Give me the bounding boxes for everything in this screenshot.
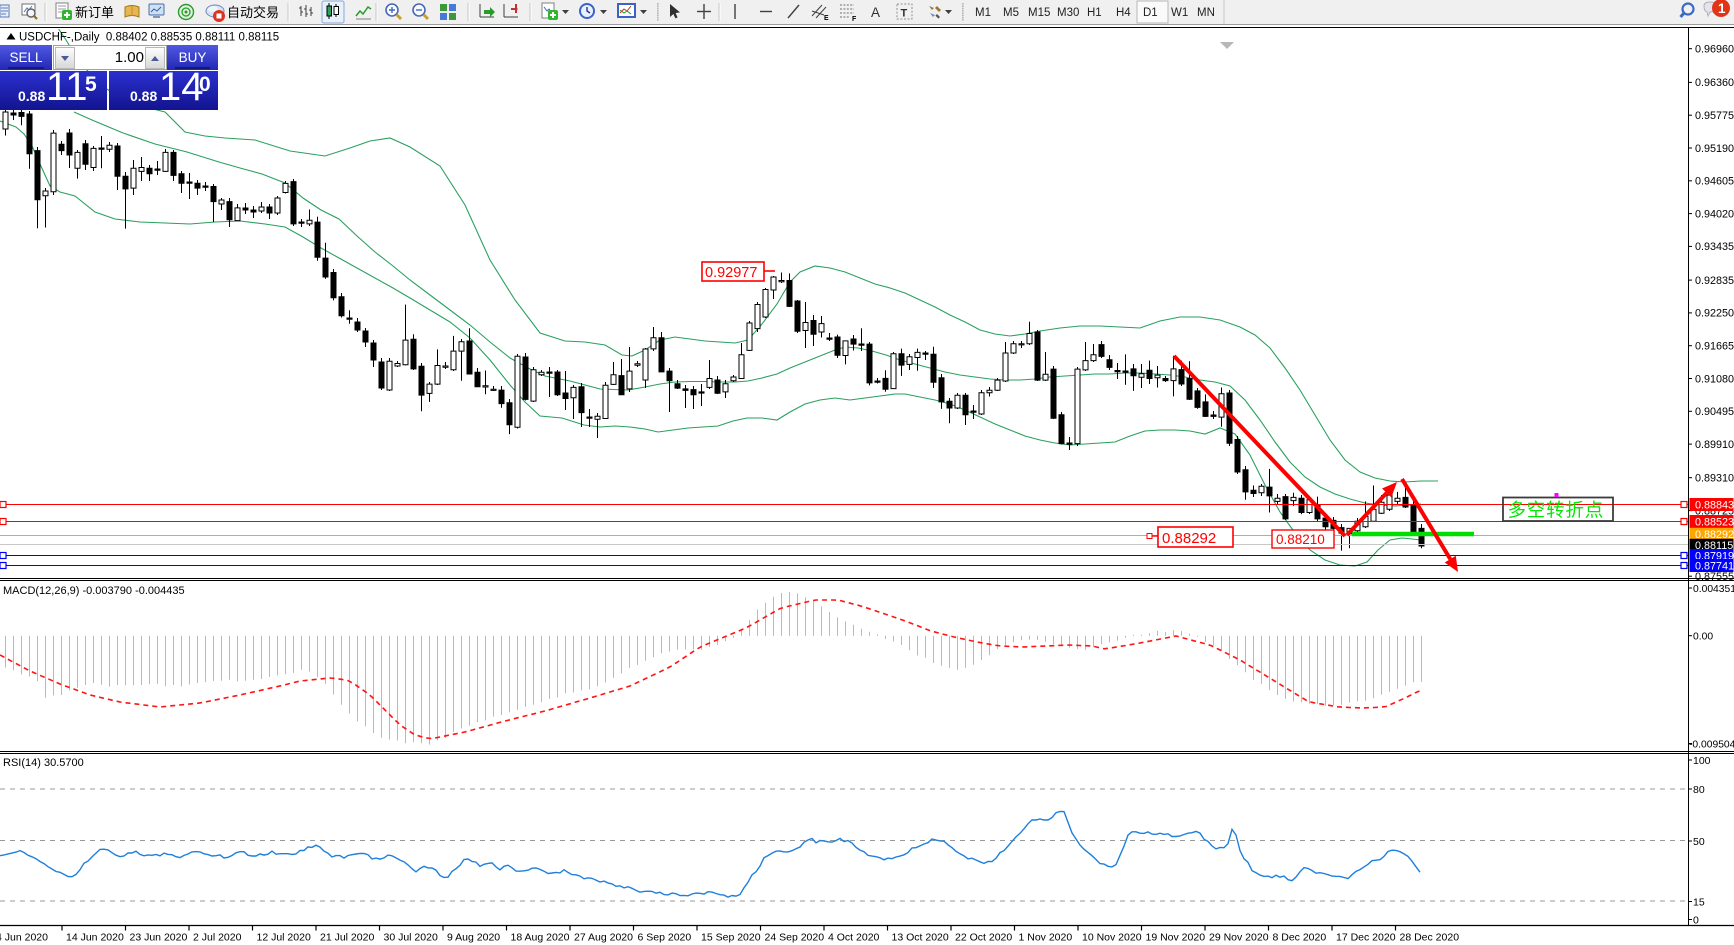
svg-text:29 Nov 2020: 29 Nov 2020 [1209,932,1269,944]
svg-text:M5: M5 [1003,7,1019,19]
svg-text:M1: M1 [975,7,991,19]
svg-text:A: A [871,5,880,20]
svg-text:0: 0 [1693,914,1699,926]
svg-text:30 Jul 2020: 30 Jul 2020 [384,932,438,944]
svg-text:4 Oct 2020: 4 Oct 2020 [828,932,880,944]
svg-text:-0.009504: -0.009504 [1689,739,1734,750]
svg-text:2 Jul 2020: 2 Jul 2020 [193,932,242,944]
svg-text:14 Jun 2020: 14 Jun 2020 [66,932,124,944]
svg-text:0.89910: 0.89910 [1695,439,1734,451]
svg-text:1 Nov 2020: 1 Nov 2020 [1019,932,1073,944]
svg-text:0.88292: 0.88292 [1695,529,1734,541]
svg-text:1: 1 [1718,1,1726,16]
svg-text:0.92250: 0.92250 [1695,308,1734,320]
svg-text:0.91080: 0.91080 [1695,373,1734,385]
svg-text:M30: M30 [1057,7,1079,19]
svg-text:M15: M15 [1028,7,1050,19]
svg-text:50: 50 [1693,836,1705,848]
svg-text:F: F [852,16,857,23]
svg-text:H4: H4 [1116,7,1131,19]
svg-text:0.91665: 0.91665 [1695,341,1734,353]
svg-text:自动交易: 自动交易 [227,5,279,20]
svg-text:19 Nov 2020: 19 Nov 2020 [1146,932,1206,944]
svg-text:0.00: 0.00 [1693,632,1713,643]
svg-text:RSI(14) 30.5700: RSI(14) 30.5700 [3,757,84,769]
svg-text:17 Dec 2020: 17 Dec 2020 [1336,932,1396,944]
svg-text:0.92977: 0.92977 [705,265,757,281]
svg-text:23 Jun 2020: 23 Jun 2020 [130,932,188,944]
svg-text:13 Oct 2020: 13 Oct 2020 [892,932,949,944]
svg-text:0.95775: 0.95775 [1695,110,1734,122]
svg-text:H1: H1 [1087,7,1102,19]
svg-text:10 Nov 2020: 10 Nov 2020 [1082,932,1142,944]
svg-text:24 Sep 2020: 24 Sep 2020 [765,932,825,944]
svg-text:15: 15 [1693,896,1705,908]
svg-text:0.88843: 0.88843 [1695,499,1734,511]
svg-text:D1: D1 [1143,7,1158,19]
svg-text:0.87741: 0.87741 [1695,560,1734,572]
svg-text:0.88210: 0.88210 [1276,532,1325,547]
svg-text:0.94020: 0.94020 [1695,208,1734,220]
svg-text:0.89310: 0.89310 [1695,473,1734,485]
svg-text:8 Dec 2020: 8 Dec 2020 [1273,932,1327,944]
svg-text:MN: MN [1197,7,1215,19]
svg-text:0.96360: 0.96360 [1695,77,1734,89]
svg-text:12 Jul 2020: 12 Jul 2020 [257,932,311,944]
svg-text:18 Aug 2020: 18 Aug 2020 [511,932,570,944]
svg-text:0.004351: 0.004351 [1693,584,1734,595]
svg-text:0.94605: 0.94605 [1695,176,1734,188]
svg-text:100: 100 [1693,755,1711,767]
svg-text:T: T [901,8,908,20]
svg-text:22 Oct 2020: 22 Oct 2020 [955,932,1012,944]
svg-text:28 Dec 2020: 28 Dec 2020 [1400,932,1460,944]
svg-text:E: E [824,15,829,22]
svg-text:6 Sep 2020: 6 Sep 2020 [638,932,692,944]
svg-text:0.96960: 0.96960 [1695,44,1734,56]
svg-text:0.87555: 0.87555 [1695,571,1734,583]
svg-text:新订单: 新订单 [75,5,114,20]
svg-text:4 Jun 2020: 4 Jun 2020 [0,932,48,944]
svg-text:0.92835: 0.92835 [1695,275,1734,287]
svg-text:80: 80 [1693,784,1705,796]
svg-text:9 Aug 2020: 9 Aug 2020 [447,932,500,944]
svg-text:0.95190: 0.95190 [1695,143,1734,155]
svg-text:W1: W1 [1171,7,1188,19]
svg-text:USDCHF-,Daily 0.88402 0.88535: USDCHF-,Daily 0.88402 0.88535 0.88111 0.… [19,32,279,44]
svg-text:21 Jul 2020: 21 Jul 2020 [320,932,374,944]
svg-text:多空转折点: 多空转折点 [1508,500,1605,521]
svg-text:0.93435: 0.93435 [1695,241,1734,253]
svg-text:27 Aug 2020: 27 Aug 2020 [574,932,633,944]
svg-text:0.88292: 0.88292 [1162,530,1216,547]
svg-text:15 Sep 2020: 15 Sep 2020 [701,932,761,944]
svg-text:0.90495: 0.90495 [1695,406,1734,418]
svg-text:0.88523: 0.88523 [1695,516,1734,528]
svg-text:MACD(12,26,9) -0.003790 -0.004: MACD(12,26,9) -0.003790 -0.004435 [3,585,185,597]
